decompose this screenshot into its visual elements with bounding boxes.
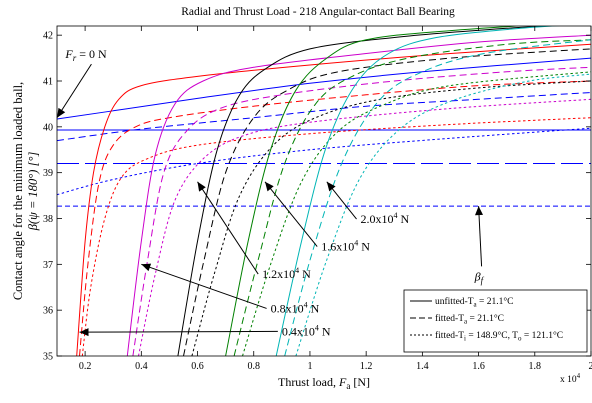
series-line-2.0-solid — [275, 26, 561, 356]
legend: unfitted-Ta = 21.1°C fitted-Ta = 21.1°C fi… — [403, 289, 588, 353]
x-tick-label: 2 — [589, 361, 592, 372]
series-line-0.8-dotted — [138, 98, 591, 356]
annotation-arrow-line — [56, 63, 92, 118]
x-tick-label: 0.6 — [191, 361, 204, 372]
series-line-0.8-dashed — [132, 66, 591, 356]
legend-box — [403, 289, 588, 353]
series-line-1.6-dashed — [233, 39, 591, 356]
series-line-1.2-dashed — [183, 48, 591, 356]
legend-label: fitted-Ta = 21.1°C — [435, 313, 504, 326]
series-line-0-dashed — [57, 92, 591, 142]
y-axis-label-line1: Contact angle for the minimum loaded bal… — [11, 82, 25, 300]
legend-label: unfitted-Ta = 21.1°C — [435, 296, 514, 309]
annotation-arrowhead — [57, 107, 66, 118]
plot-frame — [56, 25, 592, 357]
y-tick-label: 41 — [43, 77, 53, 88]
annotation-arrow-line — [478, 206, 483, 267]
x-multiplier: x 104 — [560, 372, 581, 385]
x-tick-label: 1 — [307, 361, 312, 372]
x-tick-label: 0.8 — [247, 361, 260, 372]
y-tick-label: 40 — [43, 122, 53, 133]
annotation-label: 0.8x104 N — [271, 300, 320, 315]
y-tick-label: 37 — [43, 260, 53, 271]
chart-title: Radial and Thrust Load - 218 Angular-con… — [181, 6, 455, 18]
series-line-0.4-dotted — [81, 117, 591, 356]
series-line-2.0-dashed — [284, 39, 591, 356]
x-tick-label: 1.4 — [416, 361, 429, 372]
annotation-arrowhead — [79, 328, 89, 337]
annotation-arrow-line — [141, 263, 267, 309]
series-layer — [57, 26, 591, 356]
annotation-label: 2.0x104 N — [361, 211, 410, 226]
y-tick-label: 36 — [43, 306, 53, 317]
y-tick-label: 42 — [43, 31, 53, 42]
annotation-arrowhead — [197, 181, 206, 192]
annotation-arrowhead — [141, 263, 152, 272]
annotation-arrowhead — [475, 206, 483, 216]
series-line-1.6-dotted — [242, 71, 591, 356]
x-tick-label: 0.4 — [135, 361, 148, 372]
annotation-arrow-line — [79, 330, 278, 333]
series-line-1.2-solid — [177, 26, 555, 356]
y-tick-label: 35 — [43, 352, 53, 363]
x-tick-label: 1.6 — [472, 361, 485, 372]
x-tick-label: 1.8 — [529, 361, 542, 372]
y-axis-label-line2: β(ψ = 180°) [°] — [26, 152, 40, 232]
series-line-1.6-solid — [225, 26, 525, 356]
annotations: Fr = 0 N 0.4x104 N 0.8x104 N 1.2x104 N 1.6x1… — [56, 47, 485, 338]
series-line-0.4-solid — [76, 43, 591, 356]
x-axis: 0.2 0.4 0.6 0.8 1 1.2 1.4 1.6 1.8 2 — [79, 26, 592, 372]
x-tick-label: 1.2 — [360, 361, 373, 372]
annotation-label: 0.4x104 N — [282, 323, 331, 338]
annotation-label: βf — [474, 269, 485, 285]
annotation-arrowhead — [326, 181, 336, 192]
x-tick-label: 0.2 — [79, 361, 92, 372]
annotation-arrow-line — [264, 181, 318, 247]
y-axis: 35 36 37 38 39 40 41 42 — [43, 31, 591, 363]
series-line-0.4-dashed — [79, 80, 591, 356]
annotation-arrow-line — [197, 181, 259, 275]
legend-label: fitted-Ti = 148.9°C, To = 121.1°C — [435, 330, 563, 343]
y-tick-label: 38 — [43, 214, 53, 225]
series-line-0-solid — [57, 57, 591, 120]
y-tick-label: 39 — [43, 168, 53, 179]
annotation-label: 1.6x104 N — [321, 239, 370, 254]
series-line-0.8-solid — [126, 34, 591, 356]
series-line-2.0-dotted — [295, 73, 591, 356]
annotation-label: 1.2x104 N — [262, 266, 311, 281]
annotation-arrowhead — [265, 181, 274, 192]
series-line-1.2-dotted — [191, 80, 591, 356]
annotation-label: Fr = 0 N — [64, 47, 107, 63]
x-axis-label: Thrust load, Fa [N] — [278, 375, 370, 391]
series-line-0-dotted — [57, 127, 591, 196]
